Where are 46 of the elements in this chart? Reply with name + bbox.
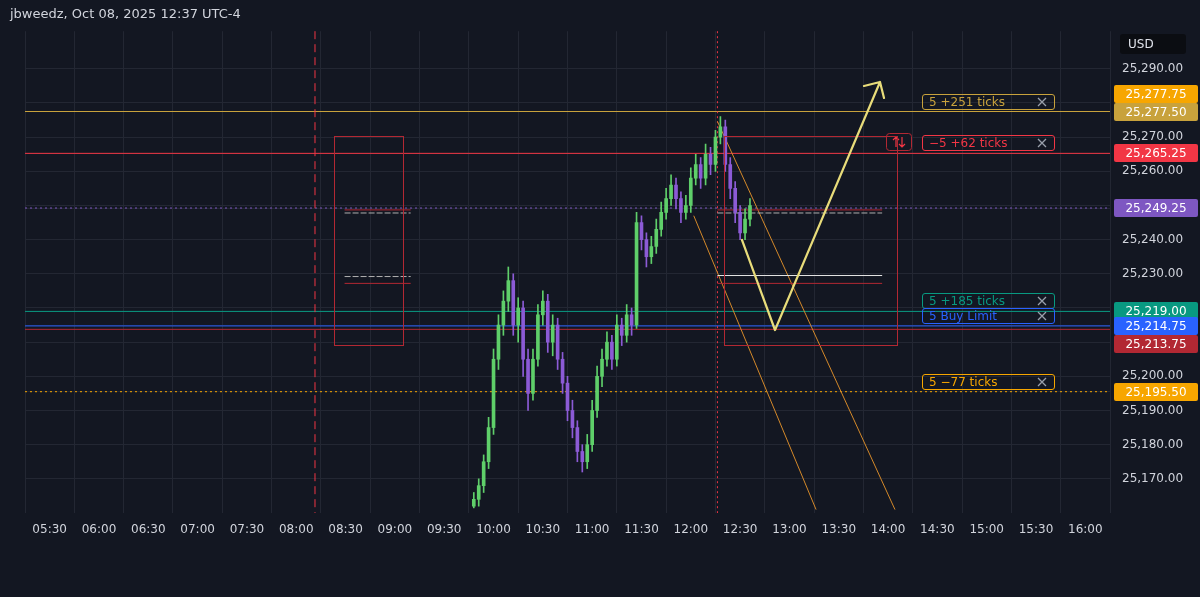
- x-tick-label: 14:00: [870, 522, 906, 537]
- y-tick-label: 25,180.00: [1122, 436, 1184, 451]
- y-tick-label: 25,214.75: [1114, 316, 1198, 335]
- y-tick-label: 25,265.25: [1114, 144, 1198, 163]
- y-tick-label: 25,190.00: [1122, 402, 1184, 417]
- ref-line-label: 5 +251 ticks: [922, 93, 1055, 110]
- x-tick-label: 13:30: [821, 522, 857, 537]
- x-tick-label: 12:00: [673, 522, 709, 537]
- x-tick-label: 10:30: [525, 522, 561, 537]
- x-tick-label: 05:30: [32, 522, 67, 537]
- ref-line-label: 5 Buy Limit: [922, 307, 1055, 324]
- x-tick-label: 11:00: [574, 522, 610, 537]
- x-tick-label: 07:30: [229, 522, 265, 537]
- x-tick-label: 10:00: [476, 522, 511, 537]
- ref-line-label: −5 +62 ticks: [922, 135, 1055, 152]
- x-tick-label: 16:00: [1068, 522, 1103, 537]
- y-tick-label: 25,170.00: [1122, 470, 1184, 485]
- x-tick-label: 14:30: [920, 522, 955, 537]
- x-tick-label: 06:00: [81, 522, 117, 537]
- ref-line-label: 5 −77 ticks: [922, 373, 1055, 390]
- x-tick-label: 07:00: [180, 522, 215, 537]
- y-tick-label: 25,195.50: [1114, 382, 1198, 401]
- x-tick-label: 08:30: [328, 522, 363, 537]
- x-tick-label: 12:30: [722, 522, 758, 537]
- text: USD: [1120, 34, 1186, 54]
- y-tick-label: 25,200.00: [1122, 368, 1184, 383]
- y-tick-label: 25,290.00: [1122, 60, 1184, 75]
- y-tick-label: 25,260.00: [1122, 163, 1184, 178]
- chart-title: jbweedz, Oct 08, 2025 12:37 UTC-4: [10, 6, 241, 21]
- y-tick-label: 25,219.00: [1114, 302, 1198, 321]
- x-tick-label: 09:30: [426, 522, 462, 537]
- x-tick-label: 09:00: [377, 522, 413, 537]
- y-tick-label: 25,230.00: [1122, 265, 1184, 280]
- text: 25,213.75: [1114, 334, 1198, 353]
- ref-line-label: 5 +185 ticks: [922, 293, 1055, 310]
- x-tick-label: 15:30: [1018, 522, 1054, 537]
- y-tick-label: 25,277.50: [1114, 102, 1198, 121]
- x-tick-label: 11:30: [624, 522, 659, 537]
- x-tick-label: 08:00: [278, 522, 314, 537]
- text: 25,277.75: [1114, 84, 1198, 103]
- y-tick-label: 25,270.00: [1122, 129, 1184, 144]
- x-tick-label: 15:00: [969, 522, 1004, 537]
- x-tick-label: 06:30: [131, 522, 166, 537]
- y-tick-label: 25,249.25: [1114, 199, 1198, 218]
- x-tick-label: 13:00: [772, 522, 807, 537]
- y-tick-label: 25,240.00: [1122, 231, 1184, 246]
